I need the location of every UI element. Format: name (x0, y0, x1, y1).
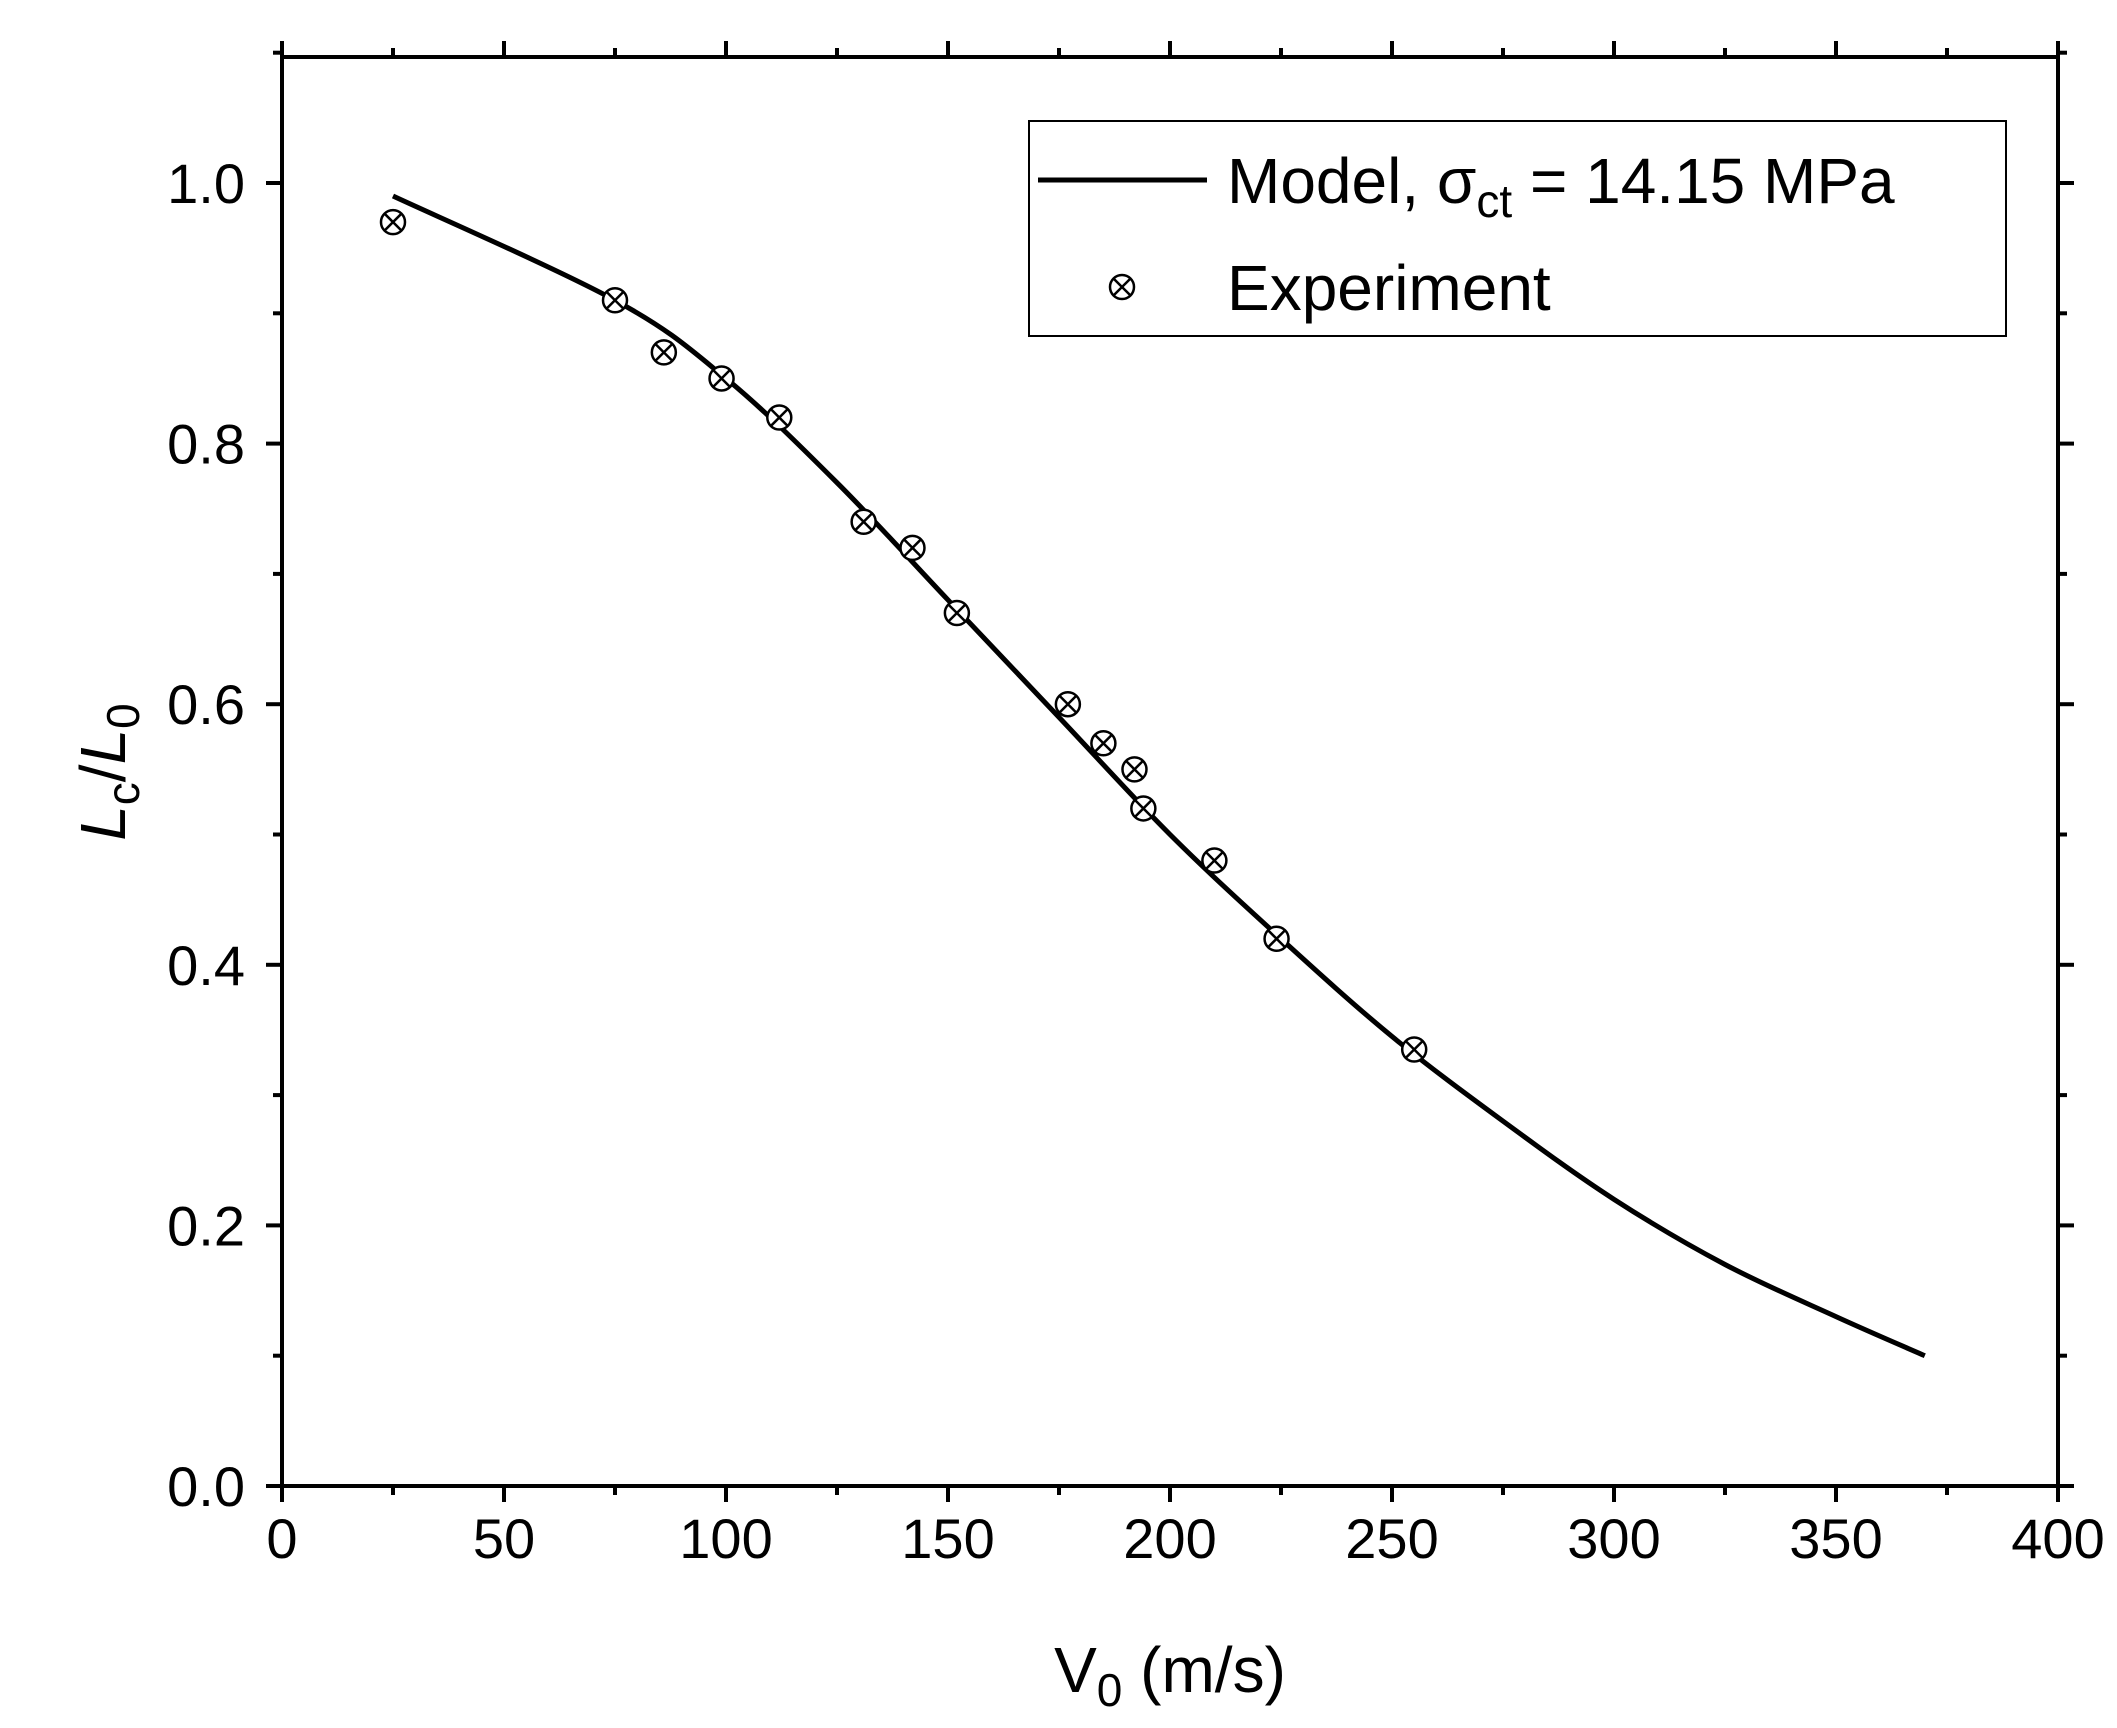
experiment-point (899, 534, 926, 562)
experiment-point (601, 287, 629, 314)
legend-experiment-marker (1108, 273, 1136, 301)
experiment-point (850, 508, 877, 536)
x-tick-label: 0 (266, 1507, 297, 1570)
y-axis-title: Lc/L0 (67, 703, 149, 841)
experiment-point (379, 208, 407, 236)
experiment-point (650, 339, 678, 366)
legend-marker-symbol (1108, 273, 1136, 301)
y-tick-label: 0.0 (167, 1455, 245, 1518)
model-series (391, 193, 1926, 1358)
experiment-point (943, 599, 971, 627)
y-tick-label: 0.8 (167, 413, 245, 476)
experiment-point (1263, 925, 1290, 952)
experiment-point (1130, 795, 1157, 822)
experiment-point (766, 404, 793, 431)
experiment-point (1090, 730, 1117, 757)
experiment-series (379, 208, 1428, 1063)
y-tick-label: 0.4 (167, 934, 245, 997)
legend-model-label: Model, σct = 14.15 MPa (1227, 145, 1895, 227)
ticks (266, 41, 2074, 1502)
experiment-point (1201, 847, 1228, 874)
x-tick-label: 300 (1567, 1507, 1660, 1570)
x-tick-label: 50 (473, 1507, 535, 1570)
x-tick-label: 400 (2011, 1507, 2104, 1570)
legend: Model, σct = 14.15 MPa Experiment (1028, 120, 2007, 337)
experiment-point (708, 365, 735, 392)
legend-box (1028, 120, 2007, 337)
x-tick-label: 100 (679, 1507, 772, 1570)
tick-labels: 0 50 100 150 200 250 300 350 400 0.0 0.2 0.4 0.6 0.8 1… (167, 152, 2105, 1570)
experiment-point (1400, 1036, 1428, 1063)
x-axis-title: V0 (m/s) (1054, 1634, 1286, 1716)
x-tick-label: 150 (901, 1507, 994, 1570)
model-line (391, 193, 1926, 1358)
y-tick-label: 1.0 (167, 152, 245, 215)
y-tick-label: 0.2 (167, 1194, 245, 1257)
x-tick-label: 250 (1345, 1507, 1438, 1570)
experiment-point (1054, 690, 1082, 718)
x-tick-label: 200 (1123, 1507, 1216, 1570)
experiment-point (1121, 756, 1148, 783)
legend-experiment-label: Experiment (1227, 252, 1551, 324)
y-tick-label: 0.6 (167, 673, 245, 736)
x-tick-label: 350 (1789, 1507, 1882, 1570)
